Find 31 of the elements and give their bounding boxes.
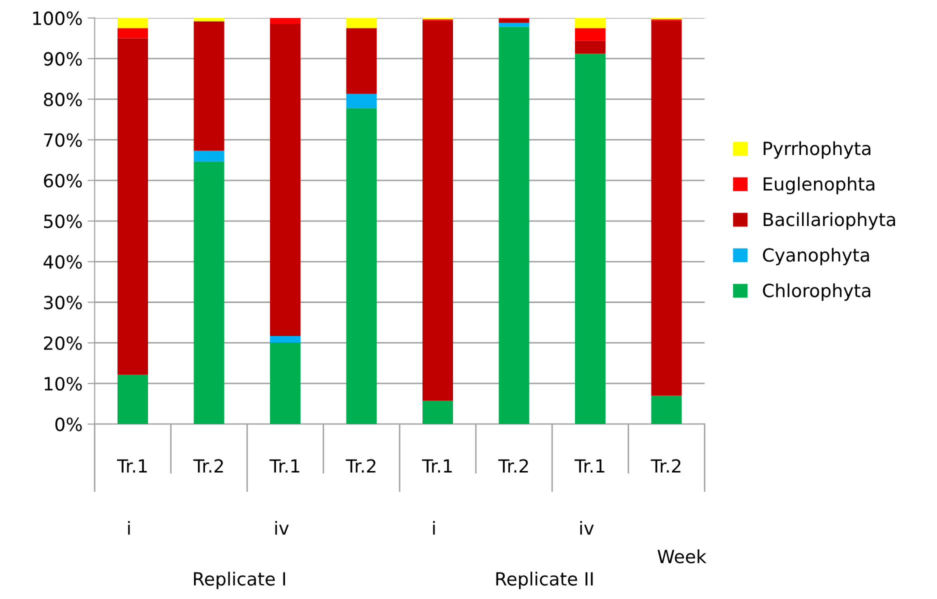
text: i [128, 520, 130, 535]
legend-label: Euglenophta [764, 176, 874, 194]
y-tick-label: 90% [44, 52, 82, 66]
y-tick-label: 70% [44, 133, 82, 147]
text: Replicate II [496, 572, 593, 590]
x-tick-label: Tr.1 [270, 459, 300, 473]
legend-label: Bacillariophyta [764, 212, 896, 230]
text: iv [275, 520, 289, 535]
y-tick-label: 10% [44, 376, 82, 391]
text: Replicate I [194, 572, 286, 590]
y-tick-label: 80% [44, 92, 82, 106]
x-tick-label: Tr.2 [346, 459, 376, 473]
y-tick-label: 30% [44, 296, 82, 310]
legend-label: Chlorophyta [762, 283, 870, 301]
x-tick-label: Tr.2 [498, 459, 528, 473]
x-tick-label: Tr.2 [650, 459, 680, 473]
y-tick-label: 20% [44, 336, 82, 350]
x-tick-label: Tr.1 [422, 459, 452, 473]
x-tick-label: Tr.1 [574, 459, 604, 473]
text: iv [580, 520, 594, 535]
x-tick-label: Tr.1 [117, 459, 147, 473]
legend-label: Cyanophyta [762, 248, 869, 266]
text: Week [658, 549, 706, 564]
legend-label: Pyrrhophyta [764, 141, 870, 159]
y-tick-label: 40% [44, 255, 82, 269]
y-tick-label: 0% [55, 418, 82, 432]
text: i [433, 520, 435, 535]
y-tick-label: 50% [44, 214, 82, 228]
x-tick-label: Tr.2 [193, 459, 223, 473]
y-tick-label: 100% [33, 11, 82, 26]
y-tick-label: 60% [44, 174, 82, 188]
